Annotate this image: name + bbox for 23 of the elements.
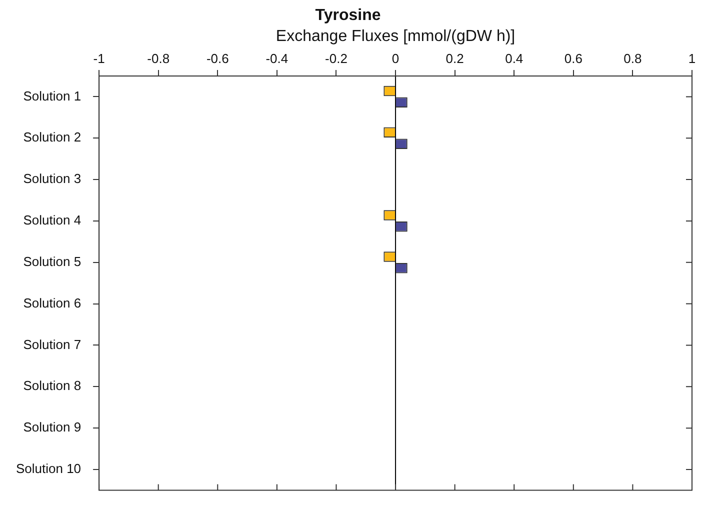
x-axis-title: Exchange Fluxes [mmol/(gDW h)] — [276, 28, 516, 46]
y-tick-label: Solution 1 — [23, 88, 82, 104]
x-tick-label: -0.2 — [325, 50, 348, 66]
x-tick-label: -0.8 — [147, 50, 170, 66]
x-tick-label: 1 — [688, 50, 696, 66]
x-tick-label: -0.6 — [206, 50, 229, 66]
y-tick-label: Solution 2 — [23, 130, 82, 145]
x-tick-label: -0.4 — [266, 50, 288, 66]
x-tick-label: -1 — [93, 50, 105, 66]
y-tick-label: Solution 3 — [23, 171, 82, 186]
y-tick-label: Solution 4 — [23, 212, 82, 228]
y-tick-label: Solution 5 — [23, 254, 82, 269]
y-tick-label: Solution 8 — [23, 378, 82, 394]
x-tick-label: 0.4 — [505, 50, 524, 66]
y-tick-label: Solution 10 — [16, 461, 82, 476]
x-tick-label: 0.2 — [446, 50, 464, 66]
x-tick-label: 0.6 — [564, 50, 582, 66]
x-tick-label: 0 — [392, 50, 400, 66]
y-tick-label: Solution 7 — [23, 336, 82, 352]
y-tick-label: Solution 6 — [23, 295, 82, 310]
x-tick-label: 0.8 — [624, 50, 642, 66]
chart-title: Tyrosine — [315, 7, 381, 24]
y-tick-label: Solution 9 — [23, 420, 82, 435]
